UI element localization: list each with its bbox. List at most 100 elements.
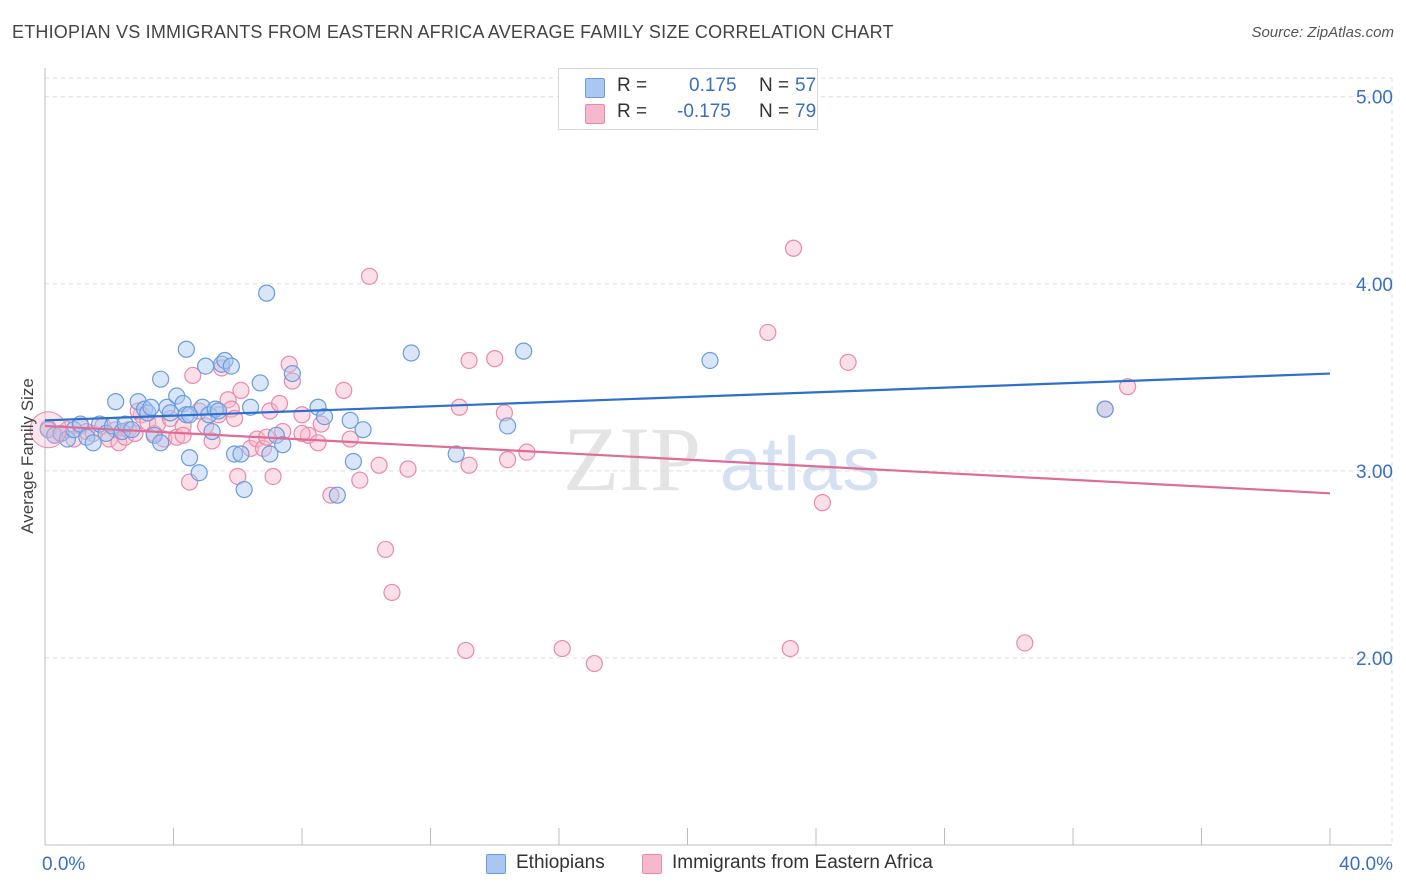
ethiopians-point [315,408,334,426]
watermark: ZIP atlas [563,408,880,510]
ethiopians-point [222,357,240,375]
immigrants-point [184,366,202,385]
immigrants-point [759,323,777,342]
ethiopians-point [341,411,359,429]
legend-n-label: N = [759,75,790,96]
immigrants-point [242,439,260,458]
immigrants-point [161,409,179,428]
ethiopians-point [107,393,125,411]
immigrants-point [495,404,513,422]
ethiopians-point [84,434,102,452]
ethiopians-trend-line [44,372,1331,422]
immigrants-point [486,350,504,368]
immigrants-point [585,654,603,673]
bottom-legend-swatch-ethiopians [486,854,506,874]
legend-n-label: N = [759,101,790,122]
immigrants-point [264,467,282,486]
immigrants-point [460,456,478,474]
ethiopians-point [152,434,170,452]
y-tick-label: 3.00 [1356,462,1393,483]
immigrants-point [360,267,379,285]
immigrants-trend-line [44,424,1331,495]
bottom-legend-swatch-immigrants [642,854,662,874]
chart-title: ETHIOPIAN VS IMMIGRANTS FROM EASTERN AFR… [12,22,894,42]
x-tick-label: 40.0% [1339,854,1393,875]
ethiopians-point [197,357,215,375]
immigrants-point [457,641,475,660]
immigrants-point [553,639,571,658]
immigrants-point [813,494,832,512]
x-tick-label: 0.0% [42,854,85,875]
legend-r-value: 0.175 [689,75,737,96]
immigrants-point [309,434,327,452]
immigrants-point [784,239,803,257]
ethiopians-point [242,398,260,416]
immigrants-point [450,398,469,416]
ethiopians-point [190,464,208,482]
immigrants-point [219,391,237,409]
legend-n-value: 57 [795,75,817,96]
ethiopians-point [261,445,279,463]
ethiopians-point [274,436,292,454]
axes [44,68,1392,846]
immigrants-point [174,426,192,444]
ethiopians-point [180,449,199,467]
ethiopians-point [447,445,465,463]
ethiopians-point [354,421,372,439]
immigrants-point [1016,634,1034,652]
immigrants-point [270,394,289,413]
immigrants-point [370,456,388,474]
ethiopians-point [283,364,301,383]
stats-legend: R = 0.175 N = 57 R = -0.175 N = 79 [558,68,818,130]
legend-n-value: 79 [795,101,817,122]
trend-lines [44,372,1331,495]
ethiopians-point [232,445,250,463]
ethiopians-point [701,351,719,370]
immigrants-point [293,424,311,443]
immigrants-point [839,353,857,371]
bottom-legend-label-ethiopians: Ethiopians [516,852,605,873]
legend-r-label: R = [617,75,648,96]
y-tick-label: 5.00 [1356,88,1393,109]
tick-labels: 2.00 3.00 4.00 5.00 0.0% 40.0% [42,88,1393,875]
ethiopians-point [203,422,221,441]
y-axis-label: Average Family Size [18,378,37,534]
immigrants-point [383,583,401,602]
ethiopians-point [225,445,244,463]
immigrants-point [280,355,298,373]
immigrants-point [293,406,311,424]
legend-swatch-ethiopians [585,78,605,98]
ethiopians-point [328,486,346,504]
ethiopians-point [58,430,77,448]
ethiopians-point [402,344,420,362]
ethiopians-point [1096,400,1114,418]
immigrants-point [399,460,417,478]
bottom-legend-label-immigrants: Immigrants from Eastern Africa [672,852,933,873]
immigrants-point [232,381,250,400]
legend-r-label: R = [617,101,648,122]
y-tick-label: 2.00 [1356,649,1393,670]
ethiopians-point [177,340,195,358]
y-tick-label: 4.00 [1356,275,1393,296]
legend-swatch-immigrants [585,104,605,124]
immigrants-point [499,451,517,469]
source-label: Source: ZipAtlas.com [1251,24,1394,41]
immigrants-point [460,351,478,370]
immigrants-point [376,540,395,559]
immigrants-point [335,381,353,400]
ethiopians-point [499,417,517,435]
immigrants-point [1119,378,1137,396]
immigrants-point [781,639,799,658]
ethiopians-point [258,284,276,302]
ethiopians-point [251,374,269,392]
immigrants-point [203,432,221,450]
ethiopians-point [344,452,362,471]
ethiopians-point [235,480,253,499]
ethiopians-point [152,370,170,388]
immigrants-point [351,471,369,489]
ethiopians-point [142,398,160,416]
immigrants-point [322,486,340,504]
ethiopians-point [515,342,533,360]
legend-r-value: -0.175 [677,101,731,122]
